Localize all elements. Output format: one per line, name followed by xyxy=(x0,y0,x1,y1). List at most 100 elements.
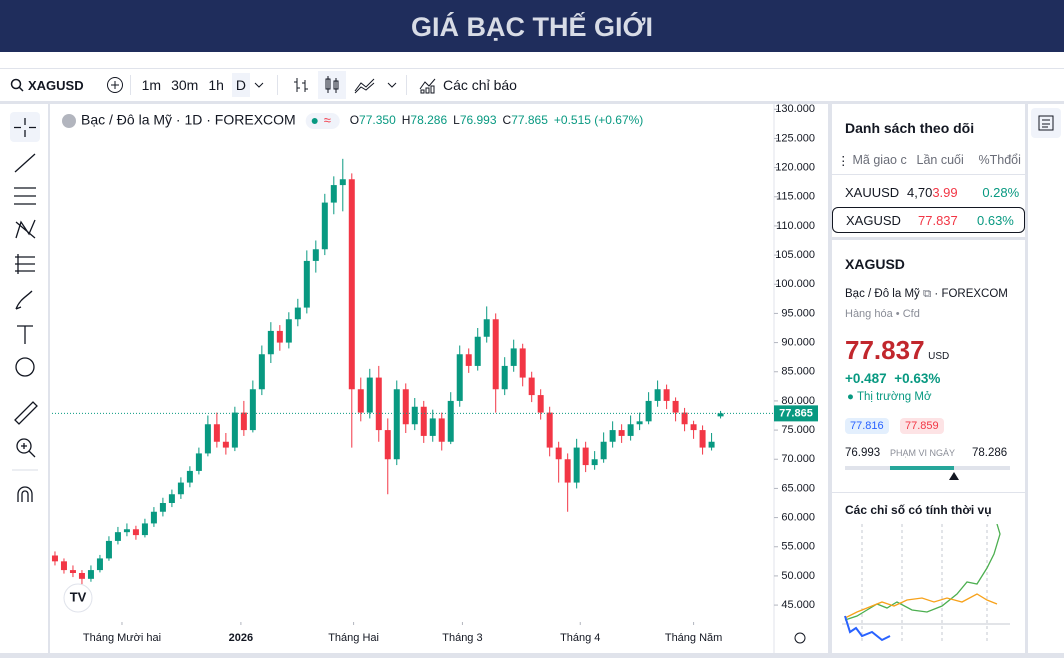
settings-icon[interactable] xyxy=(794,632,806,644)
watchlist-row-selected[interactable]: XAGUSD 77.837 0.63% xyxy=(832,207,1025,233)
interval[interactable]: 1h xyxy=(208,77,224,93)
zoom-plus xyxy=(21,443,36,458)
details-change: +0.487 xyxy=(845,371,887,386)
candle-body xyxy=(123,529,130,533)
market-open-dot xyxy=(311,118,318,124)
pattern-tool[interactable] xyxy=(15,219,36,239)
candle-body xyxy=(699,430,706,448)
candle-body xyxy=(609,430,616,442)
candle-body xyxy=(249,389,256,431)
ohlc-value: 76.993 xyxy=(460,113,497,127)
compare-button[interactable] xyxy=(106,76,124,94)
candle-body xyxy=(339,179,346,186)
candle-body xyxy=(357,389,364,413)
crosshair-tool[interactable] xyxy=(14,118,36,137)
candle-body xyxy=(447,400,454,442)
candle-body xyxy=(240,412,247,431)
ohlc-value: 78.286 xyxy=(410,113,447,127)
y-tick-label: 130.000 xyxy=(775,104,815,115)
ohlc-key: O xyxy=(350,113,359,127)
watchlist: Danh sách theo dõi ⋮ Mã giao c Lần cuối … xyxy=(832,104,1025,237)
candle-style[interactable] xyxy=(318,71,347,99)
candle-body xyxy=(627,424,634,436)
zoom-tool[interactable] xyxy=(16,438,32,454)
y-tick-label: 80.000 xyxy=(781,395,815,407)
separator xyxy=(277,75,279,95)
y-tick-label: 95.000 xyxy=(781,307,815,319)
y-tick-label: 70.000 xyxy=(781,453,815,465)
text-tool[interactable] xyxy=(17,325,33,344)
interval-active[interactable]: D xyxy=(231,73,251,97)
column-header[interactable]: Mã giao c xyxy=(852,153,907,167)
ohlc-key: H xyxy=(402,113,411,127)
tv-logo[interactable] xyxy=(63,583,93,613)
candle-body xyxy=(321,202,328,250)
price-label: 77.865 xyxy=(779,407,813,419)
candle-body xyxy=(402,389,409,425)
chart-type[interactable] xyxy=(354,76,378,94)
external-link[interactable]: ⧉ xyxy=(922,288,932,300)
notes-button[interactable] xyxy=(1028,104,1064,144)
magnet-tool[interactable] xyxy=(17,486,33,502)
candle-body xyxy=(393,389,400,460)
seasonal-title: Các chỉ số có tính thời vụ xyxy=(845,503,992,517)
interval[interactable]: 1m xyxy=(141,77,162,93)
y-tick-label: 115.000 xyxy=(776,191,815,203)
search-icon[interactable] xyxy=(10,78,24,92)
brush-tool[interactable] xyxy=(15,290,33,310)
line-tool[interactable] xyxy=(14,153,36,173)
interval[interactable]: 30m xyxy=(171,77,199,93)
price-label-bg xyxy=(774,405,818,422)
details-name: Bạc / Đô la Mỹ xyxy=(845,288,920,300)
y-tick-label: 110.000 xyxy=(776,220,815,232)
x-tick-label: Tháng 3 xyxy=(442,632,482,644)
candle-body xyxy=(411,406,418,425)
candle-body xyxy=(267,330,274,355)
x-tick-label: Tháng Mười hai xyxy=(83,632,161,644)
chart-type-menu[interactable] xyxy=(386,80,398,90)
fib-tool[interactable] xyxy=(14,187,36,205)
candle-body xyxy=(474,336,481,366)
projection-tool[interactable] xyxy=(15,254,35,274)
candle-body xyxy=(375,377,382,431)
column-header[interactable]: %Thđổi xyxy=(978,153,1021,167)
candle-body xyxy=(366,377,373,413)
drawing-toolbar xyxy=(0,104,48,653)
divider xyxy=(832,174,1025,175)
candle-body xyxy=(663,389,670,401)
details-exchange: FOREXCOM xyxy=(941,288,1008,300)
candle-body xyxy=(312,249,319,261)
candle-body xyxy=(483,319,490,337)
drawing-tools xyxy=(10,112,40,502)
candle-body xyxy=(303,260,310,308)
candle-body xyxy=(510,348,517,366)
x-tick-label: 2026 xyxy=(229,632,253,644)
measure-tool[interactable] xyxy=(14,401,38,425)
candle-body xyxy=(591,459,598,466)
bar-style[interactable] xyxy=(292,76,310,94)
y-tick-label: 65.000 xyxy=(781,482,815,494)
column-menu[interactable]: ⋮ xyxy=(837,153,850,168)
y-tick-label: 45.000 xyxy=(781,599,815,611)
indicator-icon[interactable] xyxy=(419,76,437,94)
separator xyxy=(129,75,131,95)
ohlc-legend: O77.350 H78.286 L76.993 C77.865 +0.515 (+0.6… xyxy=(350,113,644,127)
symbol-details: XAGUSD Bạc / Đô la Mỹ ⧉ · FOREXCOM Hàng … xyxy=(832,240,1025,653)
symbol[interactable]: XAGUSD xyxy=(28,77,84,93)
details-ask: 77.859 xyxy=(900,418,944,434)
column-header[interactable]: Lần cuối xyxy=(916,153,964,167)
candle-body xyxy=(600,441,607,460)
y-tick-label: 50.000 xyxy=(781,570,815,582)
candle-body xyxy=(546,412,553,448)
candle-body xyxy=(177,482,184,495)
indicators[interactable]: Các chỉ báo xyxy=(443,77,517,93)
interval-menu[interactable] xyxy=(253,80,265,90)
candle-body xyxy=(618,430,625,436)
range-marker xyxy=(949,472,959,480)
candle-body xyxy=(222,441,229,448)
ohlc-value: 77.865 xyxy=(511,113,548,127)
emoji-tool[interactable] xyxy=(15,357,35,377)
watchlist-row[interactable]: XAUUSD 4,70 3.99 0.28% xyxy=(832,178,1025,206)
candle-body xyxy=(258,354,265,390)
